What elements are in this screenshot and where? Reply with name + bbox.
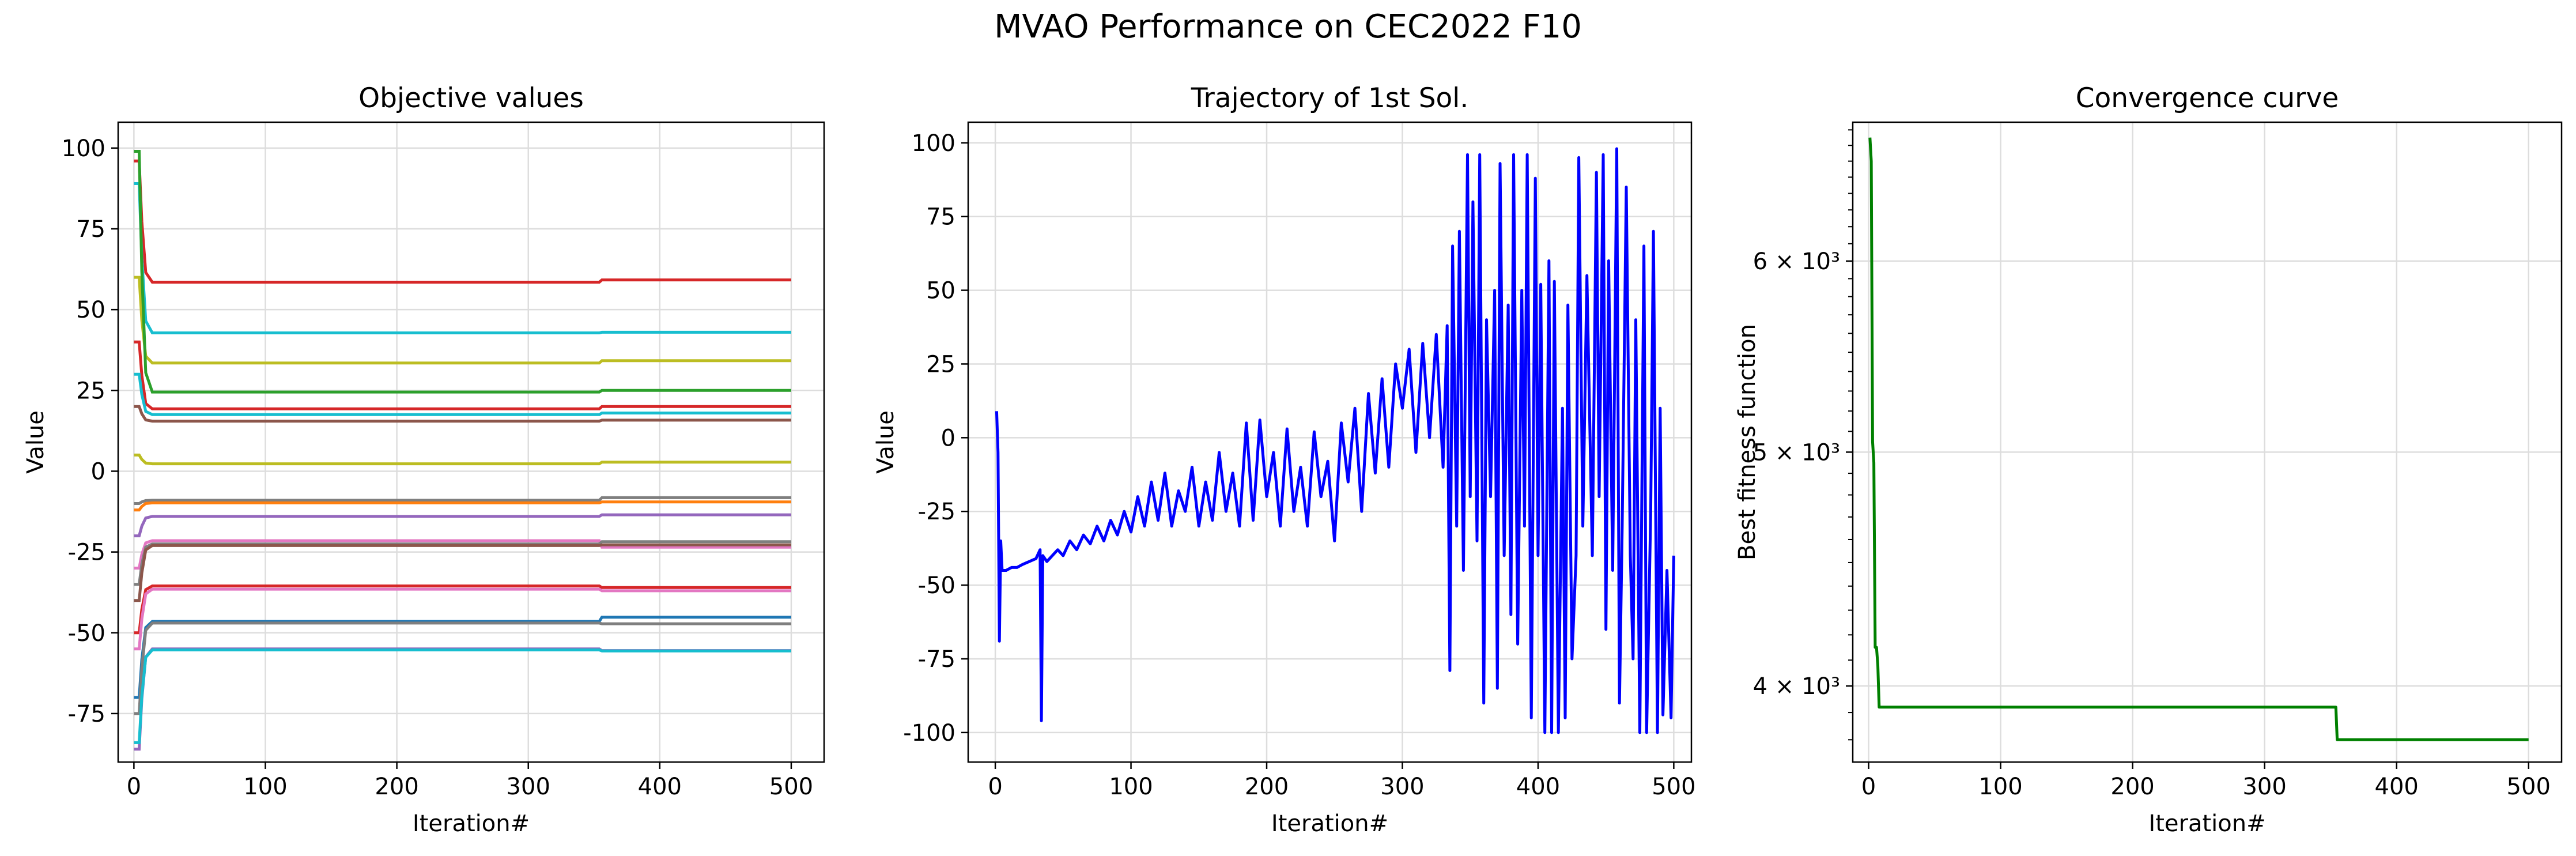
series-line (1868, 137, 2529, 741)
y-tick-label: 50 (926, 278, 955, 304)
y-tick-label: 6 × 10³ (1753, 248, 1840, 275)
y-tick-label: -25 (918, 499, 955, 525)
x-axis-label: Iteration# (2148, 810, 2265, 837)
y-tick-label: 25 (76, 378, 105, 404)
x-tick-label: 100 (243, 774, 287, 800)
figure-title: MVAO Performance on CEC2022 F10 (994, 8, 1582, 46)
y-axis-label: Value (872, 410, 899, 474)
axes-frame (967, 121, 1693, 763)
series-line-4 (134, 340, 791, 410)
series-line-5 (134, 372, 791, 416)
series-line-6 (134, 405, 791, 423)
x-tick-label: 200 (1245, 774, 1289, 800)
x-tick-label: 300 (1380, 774, 1424, 800)
x-axis-label: Iteration# (413, 810, 530, 837)
x-tick-label: 100 (1978, 774, 2022, 800)
y-tick-label: -50 (68, 620, 105, 647)
trajectory-panel: 0 100 200 300 400 500 -100 -75 -50 -25 0 25 50 75 100 T… (872, 82, 1696, 837)
x-tick-label: 0 (988, 774, 1002, 800)
series-line-15 (134, 587, 791, 651)
axes-frame (117, 121, 825, 763)
y-tick-label: -100 (903, 720, 955, 746)
y-tick-label: -75 (918, 646, 955, 673)
x-tick-label: 0 (1861, 774, 1876, 800)
x-tick-label: 300 (507, 774, 550, 800)
y-axis-label: Value (22, 410, 49, 474)
y-tick-label: 100 (62, 135, 105, 162)
series-line-9 (134, 500, 791, 512)
axes-title: Convergence curve (2076, 82, 2339, 114)
axes-title: Trajectory of 1st Sol. (1191, 82, 1469, 114)
x-tick-label: 400 (2375, 774, 2419, 800)
series-line (995, 147, 1675, 734)
series-line-13 (134, 543, 791, 602)
x-tick-label: 500 (769, 774, 813, 800)
y-tick-label: 0 (941, 425, 955, 451)
x-tick-label: 500 (2507, 774, 2551, 800)
x-axis-label: Iteration# (1271, 810, 1388, 837)
y-tick-label: 100 (912, 130, 955, 157)
series-line-2 (134, 276, 791, 365)
y-tick-label: -75 (68, 701, 105, 727)
x-tick-label: 0 (127, 774, 141, 800)
series-line-8 (134, 496, 791, 505)
y-tick-label: 75 (76, 216, 105, 243)
x-tick-label: 200 (375, 774, 418, 800)
y-tick-label: 50 (76, 297, 105, 323)
axes-frame (1852, 121, 2563, 763)
convergence-panel: 0 100 200 300 400 500 4 × 10³ 5 × 10³ 6 × 10³ Con… (1734, 82, 2563, 837)
x-tick-label: 100 (1109, 774, 1153, 800)
series-line-3 (134, 150, 791, 394)
series-line-7 (134, 453, 791, 466)
x-tick-label: 500 (1652, 774, 1695, 800)
y-tick-label: 5 × 10³ (1753, 439, 1840, 466)
x-tick-label: 400 (638, 774, 682, 800)
axes-title: Objective values (358, 82, 584, 114)
series-line-10 (134, 513, 791, 538)
y-tick-label: -25 (68, 540, 105, 566)
x-tick-label: 200 (2110, 774, 2154, 800)
objective-values-panel: 0 100 200 300 400 500 -75 -50 -25 0 25 50 75 100 Objec… (22, 82, 825, 837)
x-tick-label: 400 (1516, 774, 1560, 800)
y-tick-label: 0 (91, 458, 105, 485)
plot-area (118, 122, 824, 762)
plot-area (1853, 122, 2562, 762)
y-tick-label: -50 (918, 572, 955, 599)
y-axis-label: Best fitness function (1734, 324, 1761, 560)
series-line-17 (134, 621, 791, 715)
y-tick-label: 25 (926, 351, 955, 378)
series-line-19 (134, 648, 791, 744)
y-tick-label: 75 (926, 204, 955, 231)
x-tick-label: 300 (2242, 774, 2286, 800)
y-tick-label: 4 × 10³ (1753, 673, 1840, 700)
